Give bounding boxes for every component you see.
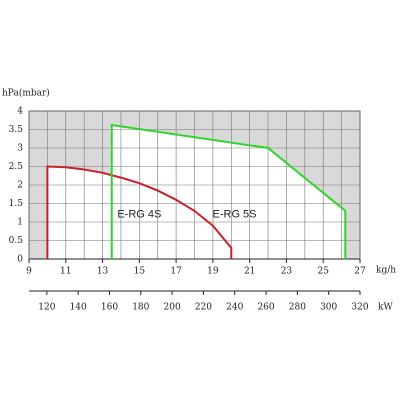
x-tick-label: 21 xyxy=(244,267,255,277)
y-tick-label: 0 xyxy=(17,255,23,265)
series-label: E-RG 5S xyxy=(213,209,257,221)
x-tick-label: 27 xyxy=(354,267,366,277)
x2-tick-label: 180 xyxy=(132,303,149,313)
x2-tick-label: 260 xyxy=(257,303,274,313)
x2-tick-label: 240 xyxy=(226,303,243,313)
x-tick-label: 25 xyxy=(317,267,329,277)
x2-tick-label: 320 xyxy=(351,303,368,313)
x-tick-label: 15 xyxy=(134,267,146,277)
x2-tick-label: 200 xyxy=(164,303,181,313)
x-tick-label: 11 xyxy=(60,267,71,277)
y-tick-label: 4 xyxy=(17,107,23,117)
series-label: E-RG 4S xyxy=(117,209,161,221)
x2-tick-label: 300 xyxy=(320,303,337,313)
x2-unit: kW xyxy=(378,303,393,313)
x2-tick-label: 280 xyxy=(289,303,306,313)
x2-tick-label: 220 xyxy=(195,303,212,313)
y-tick-label: 3 xyxy=(17,144,23,154)
series-line xyxy=(46,165,233,259)
x-tick-label: 23 xyxy=(281,267,293,277)
x2-tick-label: 140 xyxy=(70,303,87,313)
y-tick-label: 1 xyxy=(17,218,23,228)
y-tick-label: 2 xyxy=(17,181,23,191)
y-tick-label: 2.5 xyxy=(9,162,24,172)
y-tick-label: 0.5 xyxy=(9,236,24,246)
x2-tick-label: 120 xyxy=(38,303,55,313)
x-unit: kg/h xyxy=(376,266,396,276)
y-axis-label: hPa(mbar) xyxy=(2,88,50,99)
x-tick-label: 17 xyxy=(170,267,182,277)
x-tick-label: 9 xyxy=(26,267,32,277)
y-tick-label: 1.5 xyxy=(9,199,24,209)
working-area xyxy=(111,125,346,259)
x-tick-label: 19 xyxy=(207,267,219,277)
series-line xyxy=(110,123,347,259)
x-tick-label: 13 xyxy=(97,267,109,277)
x2-tick-label: 160 xyxy=(101,303,118,313)
y-tick-label: 3.5 xyxy=(9,125,24,135)
